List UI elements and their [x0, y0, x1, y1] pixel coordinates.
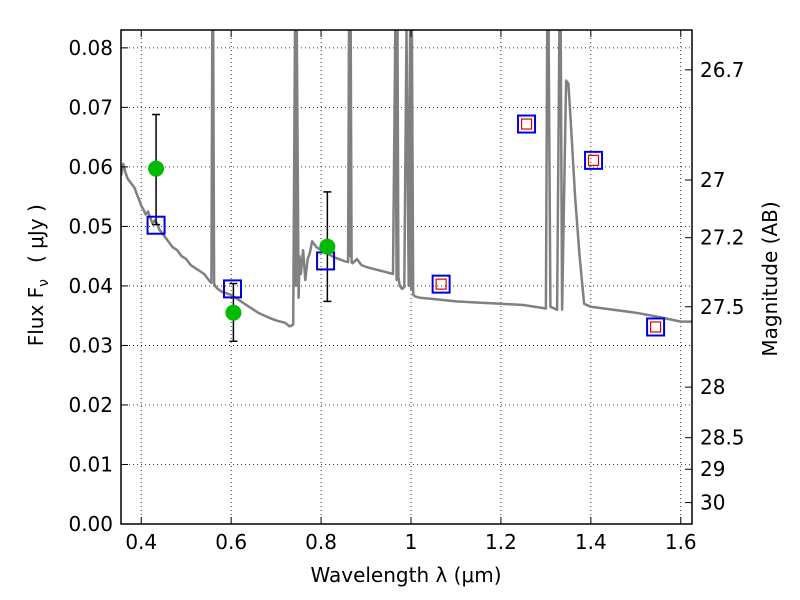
svg-text:Flux Fν: Flux Fν — [24, 279, 52, 346]
y2-tick-label: 27.2 — [700, 226, 745, 250]
y-tick-label: 0.08 — [68, 36, 113, 60]
y-tick-label: 0.06 — [68, 155, 113, 179]
x-tick-label: 0.8 — [305, 530, 337, 554]
y-tick-label: 0.07 — [68, 95, 113, 119]
y-axis-label-unit: ( μJy ) — [24, 204, 48, 263]
x-tick-label: 0.6 — [215, 530, 247, 554]
model-photometry-inner — [520, 118, 533, 130]
x-tick-label: 1.6 — [665, 530, 697, 554]
plot-frame — [120, 29, 693, 525]
y2-tick-label: 26.7 — [700, 58, 745, 82]
observed-flux-point — [225, 304, 242, 321]
y2-tick-label: 30 — [700, 491, 725, 515]
y-tick-label: 0.02 — [68, 393, 113, 417]
ticks: 0.4 0.6 0.8 1 1.2 1.4 1.6 0.00 0.01 0.02 0.03 0.04 0… — [68, 30, 745, 554]
y-axis-label-main: Flux F — [24, 287, 48, 346]
model-photometry-box — [223, 279, 243, 299]
y-tick-label: 0.01 — [68, 452, 113, 476]
y2-tick-label: 28 — [700, 375, 725, 399]
x-tick-label: 1.2 — [485, 530, 517, 554]
y2-axis-label: Magnitude (AB) — [758, 201, 782, 356]
model-photometry-inner — [587, 154, 600, 166]
y-tick-label: 0.05 — [68, 214, 113, 238]
x-tick-label: 1.4 — [575, 530, 607, 554]
x-axis-label: Wavelength λ (μm) — [310, 563, 501, 587]
observed-flux-point — [148, 160, 165, 177]
sed-model-line — [121, 30, 692, 328]
y-axis-label: Flux Fν ( μJy ) — [24, 204, 52, 346]
model-photometry-box — [431, 274, 451, 294]
marker-layer — [146, 113, 666, 343]
model-photometry-box — [517, 114, 537, 134]
y-tick-label: 0.00 — [68, 512, 113, 536]
y-tick-label: 0.04 — [68, 274, 113, 298]
y2-tick-label: 28.5 — [700, 426, 745, 450]
model-photometry-inner — [435, 278, 447, 290]
y-tick-label: 0.03 — [68, 333, 113, 357]
y-axis-label-subscript: ν — [36, 279, 52, 287]
model-photometry-box — [146, 215, 166, 235]
model-photometry-box — [584, 150, 604, 170]
y2-tick-label: 29 — [700, 457, 725, 481]
model-photometry-box — [646, 317, 666, 337]
y2-tick-label: 27.5 — [700, 295, 745, 319]
observed-flux-point — [319, 238, 336, 255]
x-tick-label: 1 — [405, 530, 418, 554]
model-photometry-inner — [649, 321, 662, 333]
x-tick-label: 0.4 — [125, 530, 157, 554]
plot-area — [121, 30, 692, 328]
y2-tick-label: 27 — [700, 168, 725, 192]
